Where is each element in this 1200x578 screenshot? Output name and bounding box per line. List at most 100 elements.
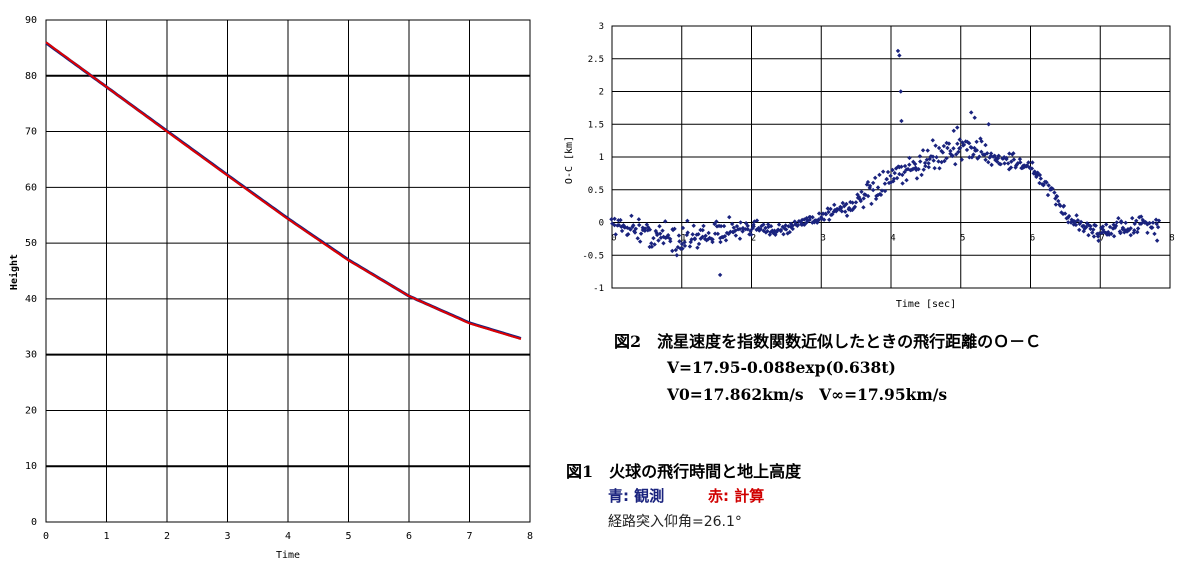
chart2-data-point [625, 232, 631, 237]
chart2-data-point [689, 237, 694, 242]
chart2-data-point [757, 228, 762, 233]
chart2-data-point [1058, 203, 1063, 208]
chart2-data-point [720, 234, 726, 240]
chart2-data-point [984, 151, 990, 156]
chart2-data-point [944, 140, 949, 146]
chart2-data-point [1084, 224, 1089, 230]
chart2-data-point [629, 213, 634, 218]
chart2-data-point [945, 145, 950, 151]
chart2-data-point [974, 148, 980, 153]
chart2-data-point [1093, 223, 1098, 228]
chart2-data-point [850, 200, 855, 205]
chart2-data-point [733, 228, 738, 233]
chart2-data-point [668, 239, 673, 244]
chart2-data-point [783, 227, 789, 232]
chart2-data-point [922, 160, 928, 166]
chart2-data-point [1065, 220, 1071, 225]
chart2-data-point [864, 182, 870, 187]
chart2-data-point [698, 236, 703, 241]
chart2-data-point [867, 183, 873, 189]
chart2-data-point [692, 236, 698, 241]
chart2-data-point [1114, 220, 1119, 225]
chart2-data-point [907, 155, 912, 161]
chart1-x-tick-label: 5 [345, 531, 351, 542]
chart2-data-point [1059, 210, 1064, 215]
chart2-data-point [839, 209, 845, 214]
chart2-data-point [721, 223, 727, 229]
chart2-data-point [1011, 151, 1016, 156]
chart2-data-point [1096, 238, 1101, 243]
chart2-data-point [936, 145, 942, 151]
chart2-data-point [988, 151, 994, 156]
chart1-x-tick-label: 0 [43, 531, 49, 542]
chart2-data-point [807, 217, 812, 223]
chart2-data-point [631, 223, 636, 228]
chart2-data-point [763, 225, 768, 231]
chart2-data-point [1035, 170, 1040, 175]
chart2-data-point [1131, 230, 1136, 235]
chart2-data-point [618, 217, 623, 223]
chart2-data-point [706, 230, 711, 236]
chart2-data-point [1120, 225, 1126, 230]
chart2-data-point [1086, 222, 1091, 228]
chart1-series [45, 41, 522, 340]
fig2-velocity-equation: V=17.95-0.088exp(0.638t) [667, 358, 896, 377]
chart2-data-point [707, 235, 712, 241]
chart2-data-point [839, 205, 844, 211]
chart2-data-point [1053, 202, 1059, 207]
chart2-data-point [951, 128, 956, 133]
chart2-data-point [706, 236, 711, 242]
chart2-data-point [680, 246, 685, 251]
chart2-data-point [948, 148, 953, 154]
chart2-data-point [1061, 203, 1067, 209]
chart2-data-point [1017, 156, 1023, 162]
chart2-x-tick-label: 0 [611, 234, 616, 244]
chart2-data-point [853, 200, 859, 205]
chart2-data-point [1109, 231, 1114, 236]
chart2-data-point [1056, 198, 1061, 204]
chart2-data-point [994, 159, 1000, 164]
chart2-data-point [898, 89, 903, 94]
chart2-data-point [637, 239, 643, 244]
chart2-data-point [1053, 196, 1058, 201]
chart2-data-point [873, 196, 879, 202]
chart2-data-point [940, 150, 946, 155]
chart2-data-point [1044, 179, 1049, 185]
chart2-data-point [897, 53, 902, 58]
chart2-data-point [1081, 223, 1086, 229]
chart2-x-tick-label: 6 [1030, 234, 1035, 244]
chart2-data-point [1082, 226, 1087, 231]
chart2-data-point [612, 216, 617, 221]
chart1-x-tick-label: 6 [406, 531, 412, 542]
chart2-data-point [740, 229, 745, 234]
chart1-y-tick-label: 20 [25, 405, 37, 416]
chart2-data-point [696, 241, 702, 247]
chart2-data-point [816, 217, 821, 222]
chart2-data-point [843, 209, 848, 214]
chart2-data-point [761, 228, 766, 234]
chart2-data-point [913, 165, 918, 170]
chart1-x-tick-label: 3 [224, 531, 230, 542]
chart2-data-point [1106, 229, 1111, 235]
chart2-data-point [1122, 227, 1128, 233]
chart2-data-point [810, 215, 815, 220]
chart2-data-point [926, 164, 931, 170]
chart2-data-point [609, 217, 614, 222]
chart2-data-point [745, 227, 750, 232]
chart2-data-point [625, 225, 630, 230]
chart2-data-point [718, 239, 723, 245]
chart2-data-point [1030, 160, 1035, 165]
chart2-data-point [844, 213, 850, 218]
chart2-data-point [726, 231, 731, 237]
chart2-data-point [1134, 218, 1139, 223]
chart1-x-tick-label: 8 [527, 531, 533, 542]
chart2-data-point [717, 272, 723, 278]
chart2-data-point [936, 159, 941, 164]
chart2-data-point [832, 202, 837, 208]
chart2-data-point [644, 222, 650, 227]
chart2-data-point [672, 226, 677, 232]
chart2-data-point [691, 223, 696, 228]
chart2-data-point [1116, 216, 1121, 221]
chart2-data-point [902, 163, 908, 169]
